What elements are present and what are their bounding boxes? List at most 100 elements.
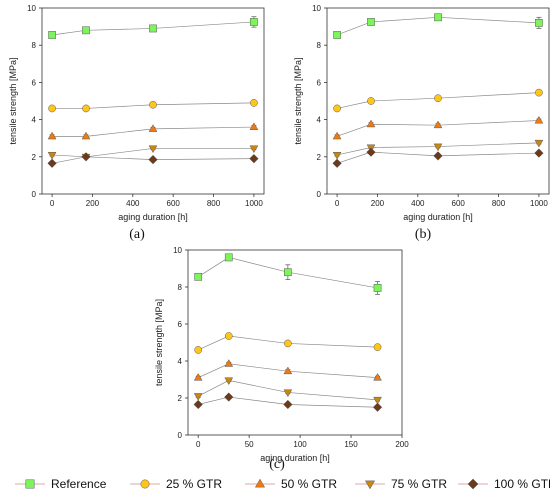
- panel-b-label: (b): [415, 227, 432, 242]
- panel-b-data-point: [534, 115, 544, 124]
- panel-b-x-tick-label: 200: [371, 199, 385, 208]
- panel-b-data-point: [333, 31, 341, 39]
- panel-c-y-tick-label: 2: [178, 394, 183, 403]
- panel-c-x-tick-label: 150: [344, 440, 358, 449]
- panel-c-data-point: [224, 332, 233, 340]
- panel-b-data-point: [367, 97, 375, 105]
- panel-c-data-point: [284, 268, 292, 277]
- panel-a-series-reference: [48, 16, 258, 39]
- panel-c-data-point: [283, 399, 293, 410]
- panel-a-data-point: [82, 26, 90, 35]
- panel-a-x-axis-label: aging duration [h]: [118, 212, 188, 222]
- panel-c-data-point: [373, 373, 382, 381]
- panel-c-x-tick-label: 200: [395, 440, 409, 449]
- legend-label: 75 % GTR: [391, 477, 447, 491]
- panel-a-series-line: [52, 126, 254, 137]
- panel-c-y-tick-label: 8: [178, 283, 183, 292]
- panel-a-x-tick-label: 600: [167, 199, 181, 208]
- panel-a-x-tick-label: 400: [126, 199, 140, 208]
- panel-a-data-point: [81, 152, 91, 162]
- panel-b-data-point: [366, 147, 376, 157]
- panel-c-series-line: [198, 363, 378, 378]
- panel-a-series-line: [52, 102, 254, 109]
- legend-marker: [25, 479, 35, 489]
- panel-a-x-tick-label: 200: [86, 199, 100, 208]
- panel-c-data-point: [373, 396, 382, 405]
- panel-a-data-point: [249, 153, 259, 164]
- panel-c-data-point: [193, 399, 203, 410]
- legend-item-gtr100: 100 % GTR: [458, 477, 550, 491]
- panel-a-data-point: [48, 104, 56, 113]
- panel-b-data-point: [366, 119, 376, 128]
- panel-a-y-tick-label: 8: [32, 41, 37, 50]
- panel-b-x-tick-label: 600: [452, 199, 466, 208]
- panel-b-data-point: [433, 151, 443, 161]
- panel-a-data-point: [47, 131, 57, 140]
- panel-a-label: (a): [129, 227, 145, 242]
- panel-c-plot-frame: [187, 249, 403, 436]
- panel-c-series-gtr100: [193, 392, 383, 412]
- panel-a-data-point: [148, 154, 158, 165]
- panel-b-x-tick-label: 0: [335, 199, 340, 208]
- panel-b-data-point: [332, 158, 342, 168]
- panel-b-data-point: [332, 151, 342, 160]
- panel-b-y-axis-label: tensile strength [MPa]: [293, 57, 303, 144]
- legend-item-gtr25: 25 % GTR: [130, 477, 222, 491]
- panel-c-data-point: [373, 343, 382, 351]
- panel-a-data-point: [149, 24, 157, 33]
- panel-c-x-tick-label: 0: [196, 440, 201, 449]
- panel-c-data-point: [193, 393, 203, 401]
- panel-a-y-axis-label: tensile strength [MPa]: [8, 57, 18, 144]
- panel-b-y-tick-label: 2: [317, 153, 322, 162]
- panel-a-data-point: [47, 158, 57, 168]
- panel-a-y-tick-label: 10: [27, 4, 36, 13]
- panel-b-series-reference: [333, 13, 543, 39]
- panel-c-data-point: [283, 389, 293, 398]
- legend-item-gtr50: 50 % GTR: [245, 477, 337, 491]
- panel-a-chart: 0 200 400 600 800 1000 0 2 4 6 8 10 aging duration […: [8, 4, 265, 222]
- legend-label: 100 % GTR: [494, 477, 550, 491]
- panel-a-data-point: [249, 145, 259, 154]
- panel-b-series-line: [336, 120, 539, 137]
- legend-item-reference: Reference: [15, 477, 107, 491]
- panel-b-x-tick-label: 800: [492, 199, 506, 208]
- panel-b-y-tick-label: 6: [317, 78, 322, 87]
- panel-c-series-gtr25: [194, 332, 382, 354]
- panel-b-data-point: [433, 120, 443, 129]
- panel-a-x-tick-label: 800: [207, 199, 221, 208]
- panel-c-y-tick-label: 0: [178, 431, 183, 440]
- panel-b-series-line: [337, 142, 539, 156]
- panel-b-y-tick-label: 0: [317, 190, 322, 199]
- panel-c-y-tick-label: 4: [178, 357, 183, 366]
- panel-b-y-tick-label: 10: [312, 4, 321, 13]
- panel-c-data-point: [224, 253, 233, 262]
- panel-c-data-point: [224, 392, 234, 402]
- panel-c-data-point: [224, 359, 234, 367]
- panel-b-y-tick-label: 4: [317, 116, 322, 125]
- panel-a-series-gtr100: [47, 152, 259, 168]
- panel-a-series-line: [52, 156, 254, 164]
- panel-c-series-gtr75: [193, 377, 382, 405]
- panel-c-data-point: [283, 366, 293, 375]
- panel-a-data-point: [250, 99, 258, 107]
- panel-a-series-gtr25: [48, 99, 258, 113]
- panel-a-series-gtr50: [47, 122, 259, 140]
- panel-b-series-gtr75: [332, 139, 544, 160]
- panel-a-data-point: [148, 124, 158, 132]
- panel-b-chart: 0 200 400 600 800 1000 0 2 4 6 8 10 aging duration […: [293, 4, 550, 222]
- panel-a-y-tick-label: 6: [32, 78, 37, 87]
- panel-c-series-line: [198, 396, 378, 408]
- panel-b-data-point: [534, 148, 544, 158]
- panel-b-series-line: [337, 92, 539, 109]
- panel-b-data-point: [534, 139, 544, 148]
- panel-c-series-line: [198, 380, 378, 401]
- panel-c-y-axis-label: tensile strength [MPa]: [154, 299, 164, 386]
- panel-b-x-tick-label: 1000: [530, 199, 548, 208]
- panel-c-data-point: [372, 402, 383, 412]
- panel-c-x-tick-label: 50: [245, 440, 254, 449]
- panel-c-y-tick-label: 10: [173, 246, 182, 255]
- panel-c-data-point: [224, 377, 234, 386]
- panel-b-data-point: [433, 143, 443, 152]
- panel-c-x-axis-label: aging duration [h]: [260, 453, 330, 463]
- panel-b-data-point: [535, 19, 543, 27]
